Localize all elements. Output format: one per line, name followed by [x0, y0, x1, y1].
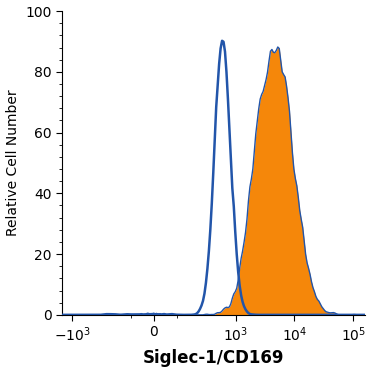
Y-axis label: Relative Cell Number: Relative Cell Number: [6, 90, 20, 236]
X-axis label: Siglec-1/CD169: Siglec-1/CD169: [143, 350, 284, 367]
